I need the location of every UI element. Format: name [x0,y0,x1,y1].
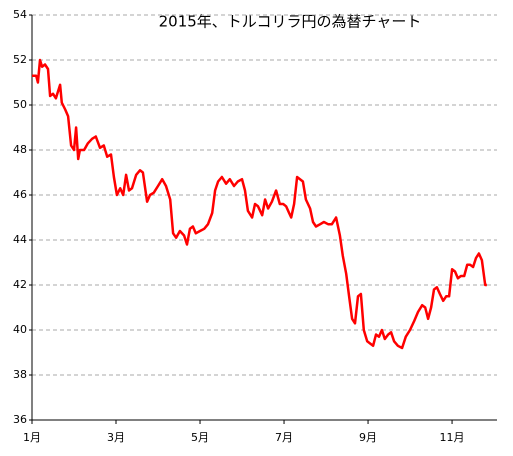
y-tick-label: 36 [13,413,27,426]
chart-title: 2015年、トルコリラ円の為替チャート [159,13,422,31]
y-tick-label: 46 [13,188,27,201]
x-tick-label: 9月 [359,431,377,444]
y-tick-label: 54 [13,8,27,21]
x-tick-label: 1月 [23,431,41,444]
y-tick-label: 38 [13,368,27,381]
y-tick-label: 48 [13,143,27,156]
series-line [32,58,487,350]
x-tick-label: 11月 [440,431,465,444]
x-tick-label: 5月 [191,431,209,444]
y-tick-label: 50 [13,98,27,111]
y-tick-label: 42 [13,278,27,291]
y-tick-label: 52 [13,53,27,66]
x-tick-label: 3月 [107,431,125,444]
x-tick-label: 7月 [275,431,293,444]
y-tick-label: 40 [13,323,27,336]
y-tick-label: 44 [13,233,27,246]
